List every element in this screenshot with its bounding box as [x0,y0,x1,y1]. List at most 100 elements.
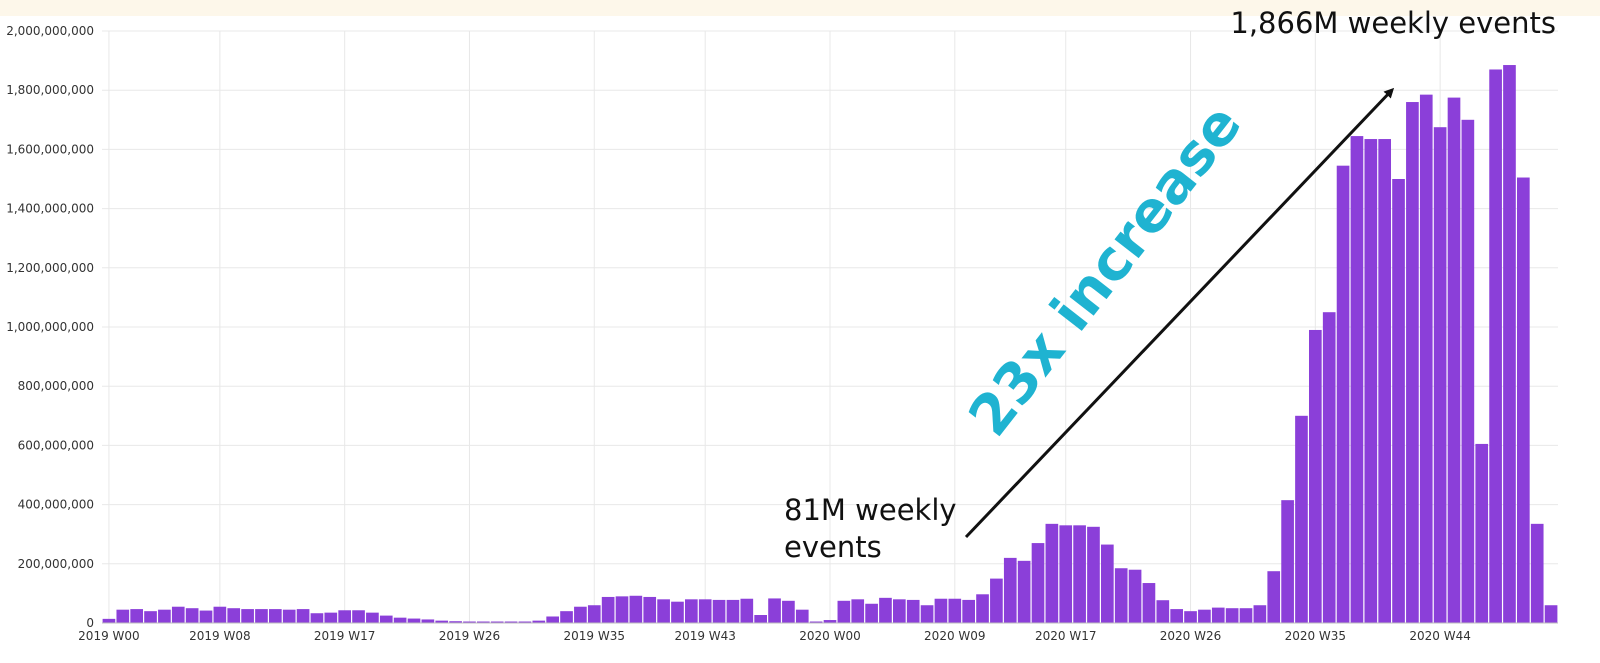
bar [1045,523,1059,623]
bar [463,621,476,623]
bar [449,621,462,623]
bar [269,609,282,623]
y-tick-label: 1,600,000,000 [6,142,94,156]
bar [407,618,421,623]
bar [587,605,601,623]
bar [546,616,559,623]
bar [532,620,546,623]
bar [338,610,351,623]
bar [1419,94,1433,623]
bar [1239,608,1253,623]
x-tick-label: 2020 W44 [1409,629,1471,643]
bar [740,598,754,623]
bar [1267,571,1281,623]
bar [1211,607,1225,623]
bar [629,595,643,623]
start-label-line1: 81M weekly [784,493,957,527]
y-tick-label: 1,000,000,000 [6,320,94,334]
bar [1101,544,1114,623]
bar [227,608,241,623]
bar [477,621,490,623]
bar [1350,136,1364,623]
bar [1433,127,1447,623]
bar [1447,97,1461,624]
y-tick-label: 1,400,000,000 [6,202,94,216]
x-tick-label: 2020 W00 [799,629,861,643]
end-label: 1,866M weekly events [1230,6,1556,40]
bars [102,65,1558,624]
x-tick-label: 2020 W17 [1035,629,1097,643]
bar [726,599,740,623]
bar [1017,560,1031,623]
bar [1364,139,1378,624]
bar [1198,609,1211,623]
y-tick-label: 600,000,000 [18,438,94,452]
bar [837,600,851,623]
bar [1087,526,1100,623]
bar [1295,415,1308,623]
bar [851,599,865,623]
bar [1059,525,1073,623]
bar [130,609,143,623]
bar [574,606,587,623]
bar [393,617,407,623]
bar [1184,611,1197,623]
bar [366,612,379,623]
bar [421,619,435,623]
x-tick-label: 2020 W26 [1160,629,1222,643]
bar [1253,605,1267,623]
x-tick-label: 2020 W09 [924,629,986,643]
bar [1489,69,1502,624]
bar [920,605,934,623]
x-tick-label: 2019 W00 [78,629,140,643]
y-tick-label: 400,000,000 [18,498,94,512]
bar [1475,443,1489,623]
bar [657,599,670,623]
x-tick-label: 2020 W35 [1285,629,1347,643]
y-tick-label: 2,000,000,000 [6,24,94,38]
bar [282,609,296,623]
bar [990,578,1003,623]
x-axis: 2019 W00 2019 W08 2019 W17 2019 W26 2019 W35… [78,622,1558,643]
x-tick-label: 2019 W26 [439,629,501,643]
bar [1156,600,1170,623]
y-tick-label: 1,800,000,000 [6,83,94,97]
bar [1530,523,1544,623]
bar [1114,568,1128,623]
bar [934,598,948,623]
bar [435,620,449,623]
bar [1461,119,1475,624]
bar [490,621,504,623]
bar [1073,525,1086,623]
bar [879,597,892,623]
y-tick-label: 200,000,000 [18,557,94,571]
bar [213,606,227,623]
bar [1281,500,1294,623]
bar [352,610,365,623]
bar [102,618,116,623]
top-band [0,0,1600,16]
bar [893,599,906,623]
bar [241,609,254,623]
bar [601,596,615,623]
bar [504,621,518,623]
x-tick-label: 2019 W43 [674,629,736,643]
x-tick-label: 2019 W08 [189,629,251,643]
bar [671,601,684,623]
bar [1378,139,1391,624]
bar [1336,165,1350,623]
bar [1544,605,1558,623]
y-tick-label: 1,200,000,000 [6,261,94,275]
bar [158,609,171,623]
bar [712,599,726,623]
y-tick-label: 800,000,000 [18,379,94,393]
y-tick-label: 0 [86,616,94,630]
bar [185,608,199,623]
bar [1392,179,1405,623]
bar [144,611,157,623]
bar [782,600,795,623]
bar [1322,312,1336,623]
bar [116,609,130,623]
bar [296,609,310,623]
